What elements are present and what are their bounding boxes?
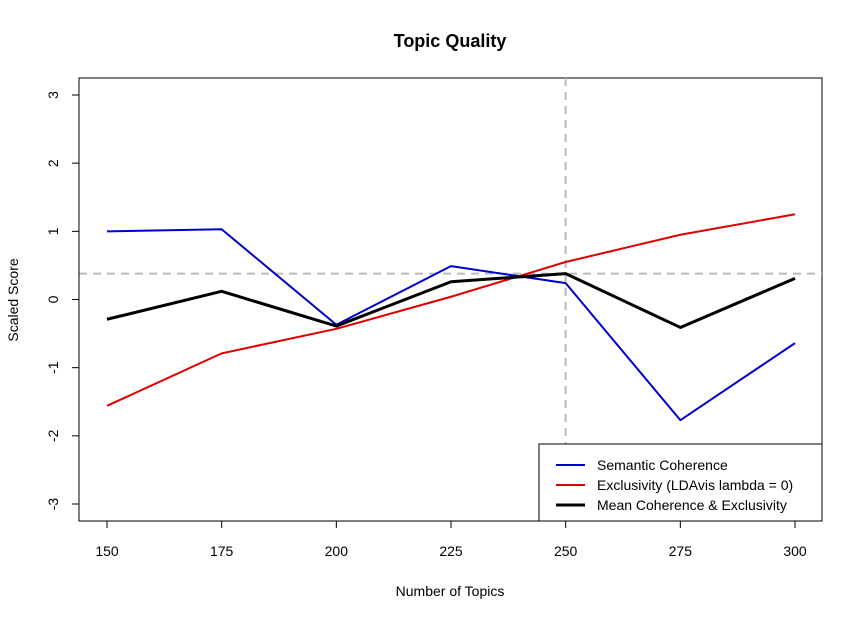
x-tick-label: 250 xyxy=(554,543,578,559)
y-axis: -3 -2 -1 0 1 2 3 xyxy=(45,91,80,511)
x-tick-label: 275 xyxy=(669,543,693,559)
y-tick-label: 2 xyxy=(45,159,61,167)
x-tick-label: 150 xyxy=(95,543,119,559)
x-axis-label: Number of Topics xyxy=(396,583,505,599)
series-line-2 xyxy=(106,213,796,407)
x-axis: 150 175 200 225 250 275 300 xyxy=(95,520,807,559)
series-layer xyxy=(106,213,796,422)
legend-label: Semantic Coherence xyxy=(597,457,728,473)
legend-label: Exclusivity (LDAvis lambda = 0) xyxy=(597,477,793,493)
y-tick-label: -2 xyxy=(45,429,61,442)
series-line-3 xyxy=(106,272,796,329)
y-tick-label: 3 xyxy=(45,91,61,99)
chart-title: Topic Quality xyxy=(394,31,507,51)
legend-label: Mean Coherence & Exclusivity xyxy=(597,497,787,513)
y-tick-label: -3 xyxy=(45,498,61,511)
y-tick-label: 1 xyxy=(45,227,61,235)
x-tick-label: 175 xyxy=(210,543,234,559)
series-line-1 xyxy=(106,228,796,422)
x-tick-label: 225 xyxy=(439,543,463,559)
legend-box xyxy=(538,443,823,522)
y-tick-label: -1 xyxy=(45,361,61,374)
legend: Semantic Coherence Exclusivity (LDAvis la… xyxy=(538,443,823,522)
y-axis-label: Scaled Score xyxy=(5,258,21,341)
x-tick-label: 300 xyxy=(783,543,807,559)
y-tick-label: 0 xyxy=(45,295,61,303)
x-tick-label: 200 xyxy=(325,543,349,559)
